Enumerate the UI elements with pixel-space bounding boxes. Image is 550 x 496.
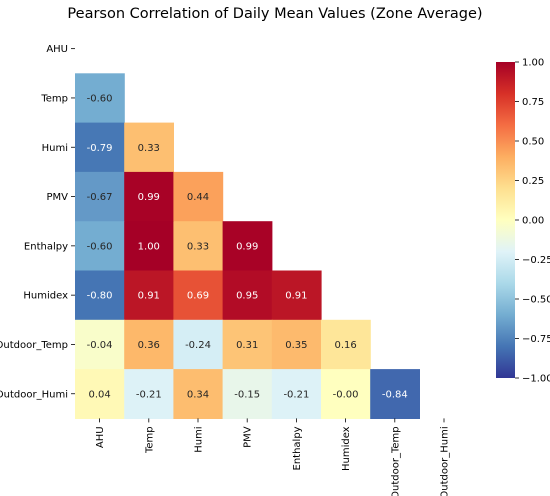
cell-value-label: 0.36 (138, 340, 160, 351)
y-axis-ticks: AHU Temp Humi PMV Enthalpy Humidex Outdoor_Tem… (0, 44, 75, 400)
heatmap-cell (321, 369, 371, 419)
cell-value-label: 0.33 (138, 143, 160, 154)
heatmap-cell (75, 73, 125, 124)
heatmap-cell (75, 369, 125, 419)
heatmap-cell (222, 270, 273, 321)
cell-value-label: 0.91 (285, 291, 307, 302)
heatmap-cell-labels: -0.60 -0.79 0.33 -0.67 0.99 0.44 -0.60 1.00 0.33… (87, 93, 408, 400)
colorbar-gradient (496, 62, 515, 378)
cell-value-label: 0.34 (187, 389, 209, 400)
cell-value-label: 0.35 (285, 340, 307, 351)
cell-value-label: -0.24 (185, 340, 211, 351)
heatmap-cells (75, 73, 420, 419)
x-tick-label: PMV (243, 426, 254, 448)
cell-value-label: 0.91 (138, 291, 160, 302)
heatmap-cell (124, 171, 174, 222)
heatmap-cell (124, 369, 174, 419)
cell-value-label: -0.15 (234, 389, 260, 400)
y-tick-label: Enthalpy (24, 241, 68, 252)
heatmap-cell (173, 319, 224, 370)
y-tick-label: PMV (47, 192, 69, 203)
colorbar-tick-label: −1.00 (522, 374, 550, 385)
heatmap-cell (271, 270, 322, 321)
cell-value-label: -0.21 (283, 389, 309, 400)
heatmap-cell (370, 369, 420, 419)
heatmap-cell (222, 221, 273, 272)
heatmap-cell (173, 270, 224, 321)
cell-value-label: -0.00 (333, 389, 359, 400)
heatmap-cell (321, 319, 371, 370)
colorbar-tick-label: −0.50 (522, 295, 550, 306)
heatmap-cell (124, 122, 174, 173)
colorbar-tick-label: 0.25 (522, 176, 544, 187)
cell-value-label: 0.99 (236, 241, 258, 252)
cell-value-label: 0.69 (187, 291, 209, 302)
x-tick-label: AHU (95, 426, 106, 448)
y-tick-label: Humidex (23, 291, 68, 302)
y-tick-label: Outdoor_Temp (0, 340, 68, 351)
heatmap-cell (124, 319, 174, 370)
cell-value-label: 0.95 (236, 291, 258, 302)
x-tick-label: Outdoor_Humi (440, 426, 451, 496)
x-tick-label: Humidex (341, 426, 352, 471)
y-tick-label: Humi (42, 143, 68, 154)
y-tick-label: Temp (40, 93, 68, 104)
colorbar-tick-label: 0.75 (522, 97, 544, 108)
cell-value-label: -0.79 (87, 143, 113, 154)
cell-value-label: -0.80 (87, 291, 113, 302)
heatmap-cell (75, 122, 125, 173)
heatmap-cell (124, 221, 174, 272)
cell-value-label: 0.33 (187, 241, 209, 252)
colorbar: 1.00 0.75 0.50 0.25 0.00 −0.25 −0.50 −0.75 −1.00 (496, 58, 550, 385)
heatmap-cell (271, 319, 322, 370)
cell-value-label: -0.84 (382, 389, 408, 400)
cell-value-label: -0.67 (87, 192, 113, 203)
cell-value-label: 0.16 (334, 340, 356, 351)
heatmap-cell (75, 319, 125, 370)
y-tick-label: AHU (46, 44, 68, 55)
colorbar-tick-label: −0.75 (522, 334, 550, 345)
cell-value-label: 0.99 (138, 192, 160, 203)
cell-value-label: 1.00 (138, 241, 160, 252)
cell-value-label: 0.31 (236, 340, 258, 351)
heatmap-cell (75, 270, 125, 321)
x-tick-label: Enthalpy (292, 426, 303, 470)
cell-value-label: -0.60 (87, 241, 113, 252)
x-tick-label: Temp (144, 426, 155, 454)
x-tick-label: Outdoor_Temp (390, 426, 401, 496)
cell-value-label: -0.21 (136, 389, 162, 400)
heatmap-cell (222, 369, 273, 419)
colorbar-tick-label: −0.25 (522, 255, 550, 266)
colorbar-tick-label: 0.50 (522, 137, 544, 148)
x-axis-ticks: AHU Temp Humi PMV Enthalpy Humidex Outdoor_Tem… (95, 418, 451, 496)
heatmap-cell (124, 270, 174, 321)
chart-title: Pearson Correlation of Daily Mean Values… (67, 6, 483, 22)
cell-value-label: -0.60 (87, 93, 113, 104)
cell-value-label: 0.04 (88, 389, 110, 400)
heatmap-cell (75, 171, 125, 222)
heatmap-cell (173, 221, 224, 272)
colorbar-tick-label: 0.00 (522, 216, 544, 227)
y-tick-label: Outdoor_Humi (0, 389, 68, 400)
heatmap-cell (75, 221, 125, 272)
heatmap-cell (222, 319, 273, 370)
heatmap-cell (173, 369, 224, 419)
cell-value-label: -0.04 (87, 340, 113, 351)
heatmap-cell (271, 369, 322, 419)
x-tick-label: Humi (194, 426, 205, 452)
heatmap-cell (173, 171, 224, 222)
cell-value-label: 0.44 (187, 192, 209, 203)
colorbar-tick-label: 1.00 (522, 58, 544, 69)
